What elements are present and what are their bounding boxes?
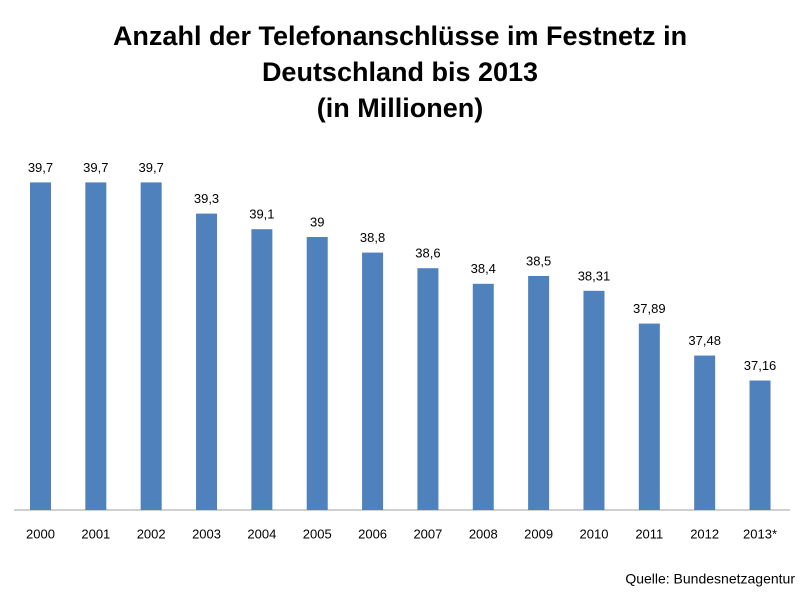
value-label: 39,7 xyxy=(28,160,53,175)
x-tick-label: 2012 xyxy=(690,526,719,541)
x-tick-label: 2013* xyxy=(743,526,777,541)
x-tick-label: 2008 xyxy=(469,526,498,541)
value-label: 37,89 xyxy=(633,301,666,316)
bar xyxy=(583,290,605,510)
value-label: 39,7 xyxy=(83,160,108,175)
value-label: 38,8 xyxy=(360,230,385,245)
value-label: 37,16 xyxy=(744,358,777,373)
x-tick-label: 2009 xyxy=(524,526,553,541)
value-label: 38,6 xyxy=(415,246,440,261)
bar xyxy=(417,268,439,510)
bar xyxy=(306,237,328,510)
x-tick-label: 2011 xyxy=(635,526,663,541)
source-note: Quelle: Bundesnetzagentur xyxy=(625,571,795,587)
chart-title: Anzahl der Telefonanschlüsse im Festnetz… xyxy=(112,21,688,87)
bar xyxy=(362,252,384,510)
x-tick-label: 2002 xyxy=(137,526,166,541)
bar xyxy=(196,213,218,510)
x-tick-label: 2007 xyxy=(413,526,442,541)
bar xyxy=(251,229,273,510)
value-label: 38,31 xyxy=(578,268,611,283)
value-label: 38,5 xyxy=(526,253,551,268)
bar xyxy=(85,182,107,510)
bar xyxy=(140,182,162,510)
bar xyxy=(749,380,771,510)
value-label: 39,3 xyxy=(194,191,219,206)
x-tick-label: 2006 xyxy=(358,526,387,541)
x-tick-label: 2003 xyxy=(192,526,221,541)
value-label: 39 xyxy=(310,214,324,229)
bar xyxy=(29,182,51,510)
x-tick-label: 2000 xyxy=(26,526,55,541)
bar xyxy=(472,283,494,510)
x-tick-label: 2001 xyxy=(81,526,110,541)
value-label: 39,1 xyxy=(249,207,274,222)
value-label: 38,4 xyxy=(471,261,496,276)
bar xyxy=(694,355,716,510)
value-label: 37,48 xyxy=(688,333,721,348)
x-tick-label: 2004 xyxy=(247,526,276,541)
bar xyxy=(638,323,660,510)
bar xyxy=(528,276,550,510)
chart-subtitle: (in Millionen) xyxy=(316,93,484,123)
title-block: Anzahl der Telefonanschlüsse im Festnetz… xyxy=(90,18,710,126)
x-tick-label: 2010 xyxy=(580,526,609,541)
value-label: 39,7 xyxy=(139,160,164,175)
x-tick-label: 2005 xyxy=(303,526,332,541)
